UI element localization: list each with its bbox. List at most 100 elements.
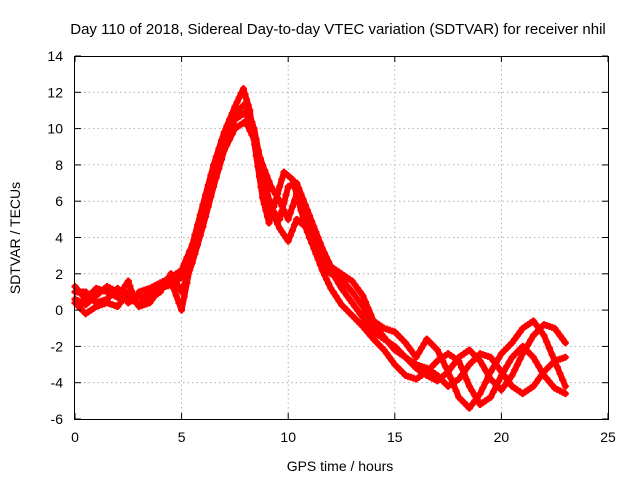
data-point <box>561 339 569 347</box>
data-point <box>301 223 309 231</box>
data-point <box>436 351 444 359</box>
data-point <box>154 288 162 296</box>
x-tick-label: 0 <box>71 429 79 445</box>
data-point <box>180 292 188 300</box>
data-point <box>404 342 412 350</box>
data-point <box>215 148 223 156</box>
data-point <box>439 357 447 365</box>
data-point <box>323 253 331 261</box>
data-point <box>471 397 479 405</box>
y-tick-label: 0 <box>55 302 63 318</box>
y-tick-label: 10 <box>47 121 63 137</box>
data-point <box>487 353 495 361</box>
data-point <box>543 338 551 346</box>
data-point <box>148 295 156 303</box>
data-point <box>356 310 364 318</box>
data-point <box>476 357 484 365</box>
data-point <box>178 288 186 296</box>
data-point <box>320 249 328 257</box>
data-point <box>545 344 553 352</box>
data-point <box>199 215 207 223</box>
data-point <box>385 353 393 361</box>
data-point <box>345 295 353 303</box>
data-point <box>484 373 492 381</box>
data-point <box>196 225 204 233</box>
data-point <box>242 99 250 107</box>
data-point <box>433 346 441 354</box>
data-point <box>527 336 535 344</box>
data-point <box>127 292 135 300</box>
data-point <box>228 130 236 138</box>
data-point <box>529 317 537 325</box>
data-point <box>263 186 271 194</box>
data-point <box>348 299 356 307</box>
data-point <box>318 266 326 274</box>
data-point <box>265 195 273 203</box>
data-point <box>167 270 175 278</box>
data-point <box>119 295 127 303</box>
y-tick-label: -6 <box>51 411 64 427</box>
data-point <box>231 103 239 111</box>
series-markers <box>71 117 569 394</box>
data-point <box>561 382 569 390</box>
axis-ticks: 0 5 10 15 20 25 -6 -4 -2 0 2 4 6 8 10 12 14 <box>47 48 616 445</box>
data-point <box>540 332 548 340</box>
data-point <box>282 191 290 199</box>
data-point <box>449 361 457 369</box>
data-point <box>367 324 375 332</box>
data-point <box>489 363 497 371</box>
data-point <box>465 382 473 390</box>
data-point <box>295 184 303 192</box>
data-point <box>114 302 122 310</box>
data-point <box>314 234 322 241</box>
data-point <box>479 361 487 369</box>
data-point <box>212 156 220 164</box>
data-point <box>178 273 186 281</box>
data-point <box>132 299 140 307</box>
data-point <box>511 335 519 343</box>
y-tick-label: -4 <box>51 375 64 391</box>
data-point <box>261 177 269 185</box>
data-point <box>348 277 356 285</box>
data-point <box>210 165 218 173</box>
data-point <box>288 226 296 234</box>
data-point <box>521 345 529 353</box>
data-point <box>383 350 391 358</box>
data-point <box>265 219 273 227</box>
data-point <box>241 90 249 98</box>
data-point <box>537 367 545 375</box>
data-point <box>455 375 463 383</box>
data-point <box>244 122 252 130</box>
x-tick-label: 10 <box>280 429 296 445</box>
data-point <box>310 244 318 252</box>
data-point <box>280 199 288 207</box>
data-point <box>286 232 294 240</box>
data-point <box>356 288 364 296</box>
data-point <box>351 292 359 300</box>
data-point <box>508 371 516 379</box>
data-series <box>71 85 569 412</box>
data-point <box>479 384 487 392</box>
data-point <box>535 324 543 332</box>
data-point <box>297 190 305 198</box>
data-point <box>293 179 301 187</box>
data-point <box>551 357 559 365</box>
data-point <box>553 328 561 336</box>
data-point <box>276 183 284 191</box>
data-point <box>191 245 199 253</box>
data-point <box>310 223 318 231</box>
data-point <box>497 371 505 379</box>
data-point <box>353 295 361 303</box>
data-point <box>361 298 369 306</box>
data-point <box>259 168 267 176</box>
x-axis-label: GPS time / hours <box>287 458 394 474</box>
data-point <box>417 344 425 352</box>
data-point <box>553 363 561 371</box>
data-point <box>492 359 500 367</box>
data-point <box>250 125 258 133</box>
data-point <box>256 157 264 165</box>
data-point <box>508 339 516 347</box>
data-point <box>276 215 284 223</box>
data-point <box>353 306 361 314</box>
y-tick-label: 8 <box>55 157 63 173</box>
